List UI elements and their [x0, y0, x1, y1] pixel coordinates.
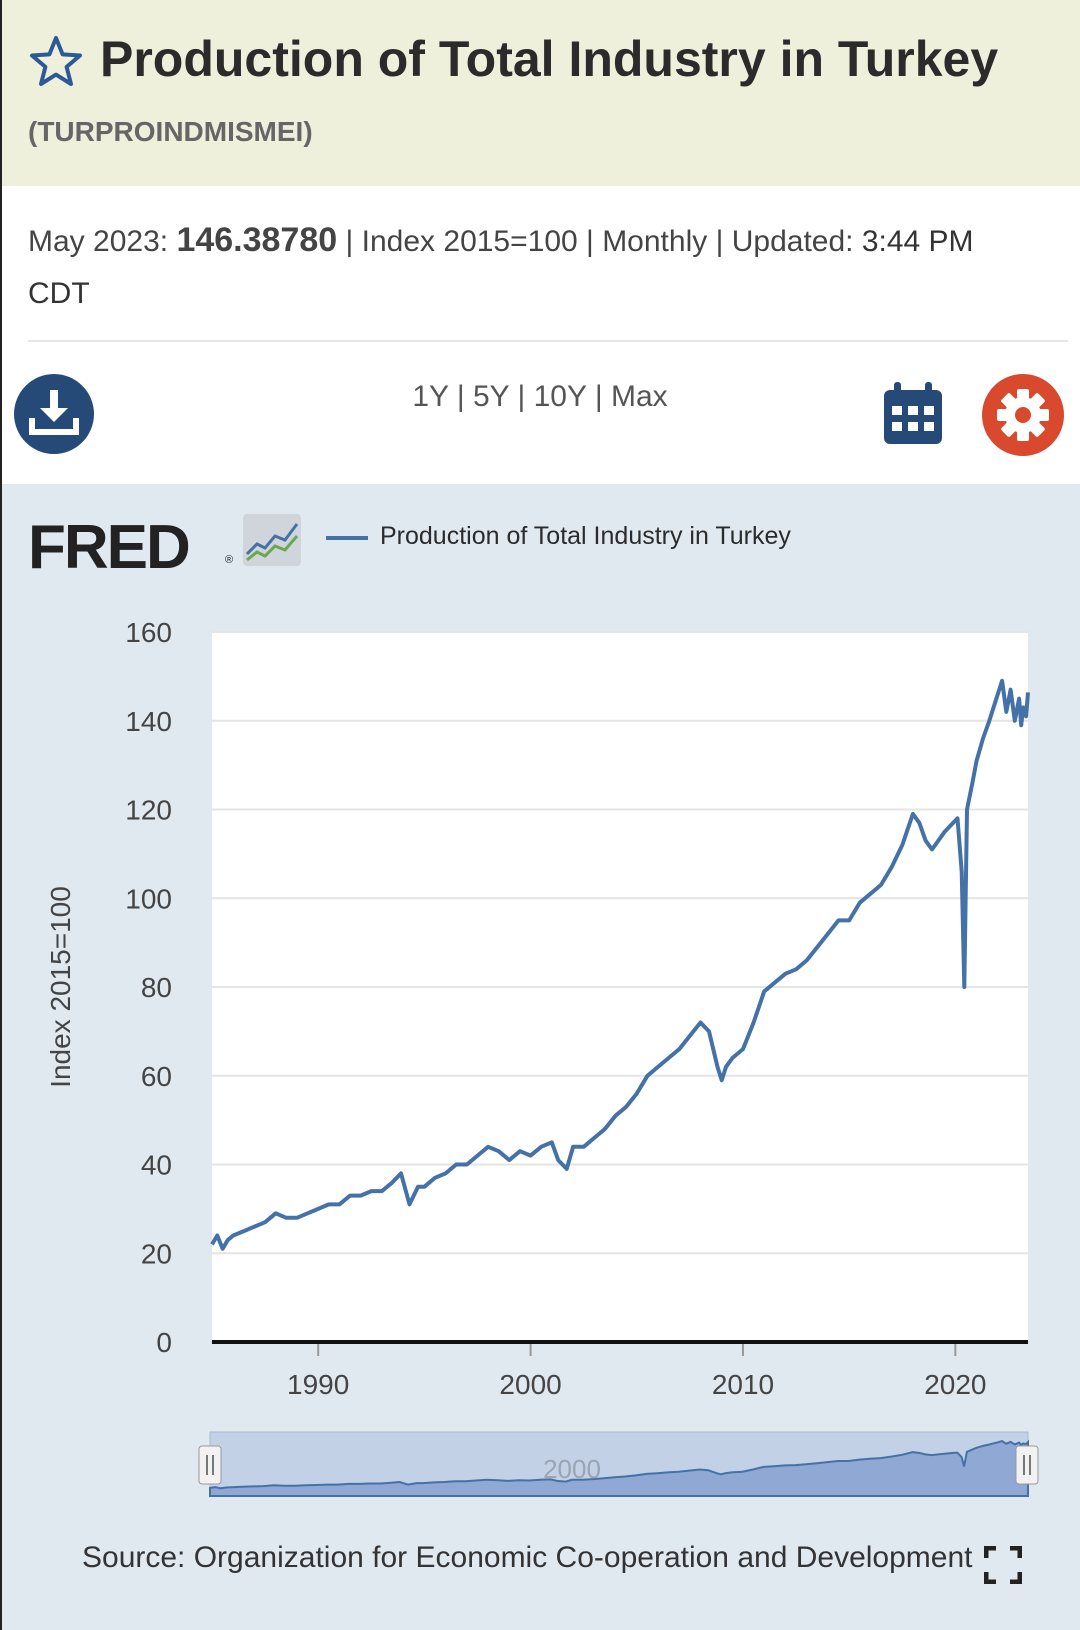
date-range-selector: 1Y | 5Y | 10Y | Max	[300, 380, 780, 414]
x-tick-label: 2010	[712, 1369, 774, 1400]
legend-swatch	[326, 536, 368, 540]
fred-chart-icon	[243, 514, 301, 566]
y-tick-label: 160	[125, 617, 172, 648]
separator: |	[594, 380, 603, 413]
download-button[interactable]	[14, 374, 94, 454]
separator: |	[586, 225, 594, 258]
divider	[28, 340, 1068, 342]
fred-wordmark: FRED	[28, 513, 191, 582]
x-tick-label: 2020	[924, 1369, 986, 1400]
y-tick-label: 60	[141, 1061, 172, 1092]
page-title: Production of Total Industry in Turkey	[100, 31, 999, 87]
y-tick-label: 140	[125, 706, 172, 737]
navigator-label: 2000	[543, 1454, 601, 1484]
latest-value: 146.38780	[176, 221, 338, 259]
y-tick-label: 0	[156, 1327, 172, 1358]
calendar-icon[interactable]	[882, 380, 944, 446]
x-tick-label: 1990	[287, 1369, 349, 1400]
y-tick-label: 80	[141, 972, 172, 1003]
fullscreen-icon[interactable]	[984, 1546, 1022, 1584]
updated-timezone: CDT	[28, 277, 90, 310]
download-icon	[29, 390, 79, 435]
separator: |	[517, 380, 526, 413]
legend-label: Production of Total Industry in Turkey	[380, 522, 791, 550]
star-icon[interactable]	[28, 34, 84, 90]
gear-icon	[997, 389, 1049, 441]
y-tick-label: 100	[125, 883, 172, 914]
series-header: Production of Total Industry in Turkey (…	[0, 0, 1080, 186]
separator: |	[456, 380, 465, 413]
navigator-right-handle[interactable]	[1015, 1445, 1039, 1485]
range-max[interactable]: Max	[610, 380, 668, 413]
series-line	[210, 678, 1030, 1251]
y-tick-label: 40	[141, 1150, 172, 1181]
updated-time: 3:44 PM	[861, 225, 974, 258]
source-note: Source: Organization for Economic Co-ope…	[82, 1541, 973, 1574]
y-axis-label: Index 2015=100	[45, 886, 76, 1088]
x-tick-label: 2000	[499, 1369, 561, 1400]
range-5y[interactable]: 5Y	[472, 380, 510, 413]
series-meta: May 2023: 146.38780 | Index 2015=100 | M…	[28, 214, 1058, 320]
line-chart[interactable]: 0 20 40 60 80 100 120 140 160 1990 2000 2010 2020 I…	[0, 484, 1080, 1630]
separator: |	[715, 225, 724, 258]
y-tick-label: 120	[125, 795, 172, 826]
latest-date: May 2023:	[28, 225, 169, 258]
range-1y[interactable]: 1Y	[412, 380, 449, 413]
registered-mark: ®	[225, 554, 234, 566]
navigator-area	[209, 1439, 1029, 1497]
left-edge-rule	[0, 0, 2, 1630]
navigator-left-handle[interactable]	[198, 1445, 222, 1485]
units-label: Index 2015=100	[361, 225, 578, 258]
updated-label: Updated:	[731, 225, 854, 258]
y-tick-label: 20	[141, 1238, 172, 1269]
settings-button[interactable]	[982, 374, 1064, 456]
series-id: (TURPROINDMISMEI)	[28, 116, 313, 147]
separator: |	[345, 225, 354, 258]
frequency-label: Monthly	[602, 225, 708, 258]
range-10y[interactable]: 10Y	[533, 380, 587, 413]
